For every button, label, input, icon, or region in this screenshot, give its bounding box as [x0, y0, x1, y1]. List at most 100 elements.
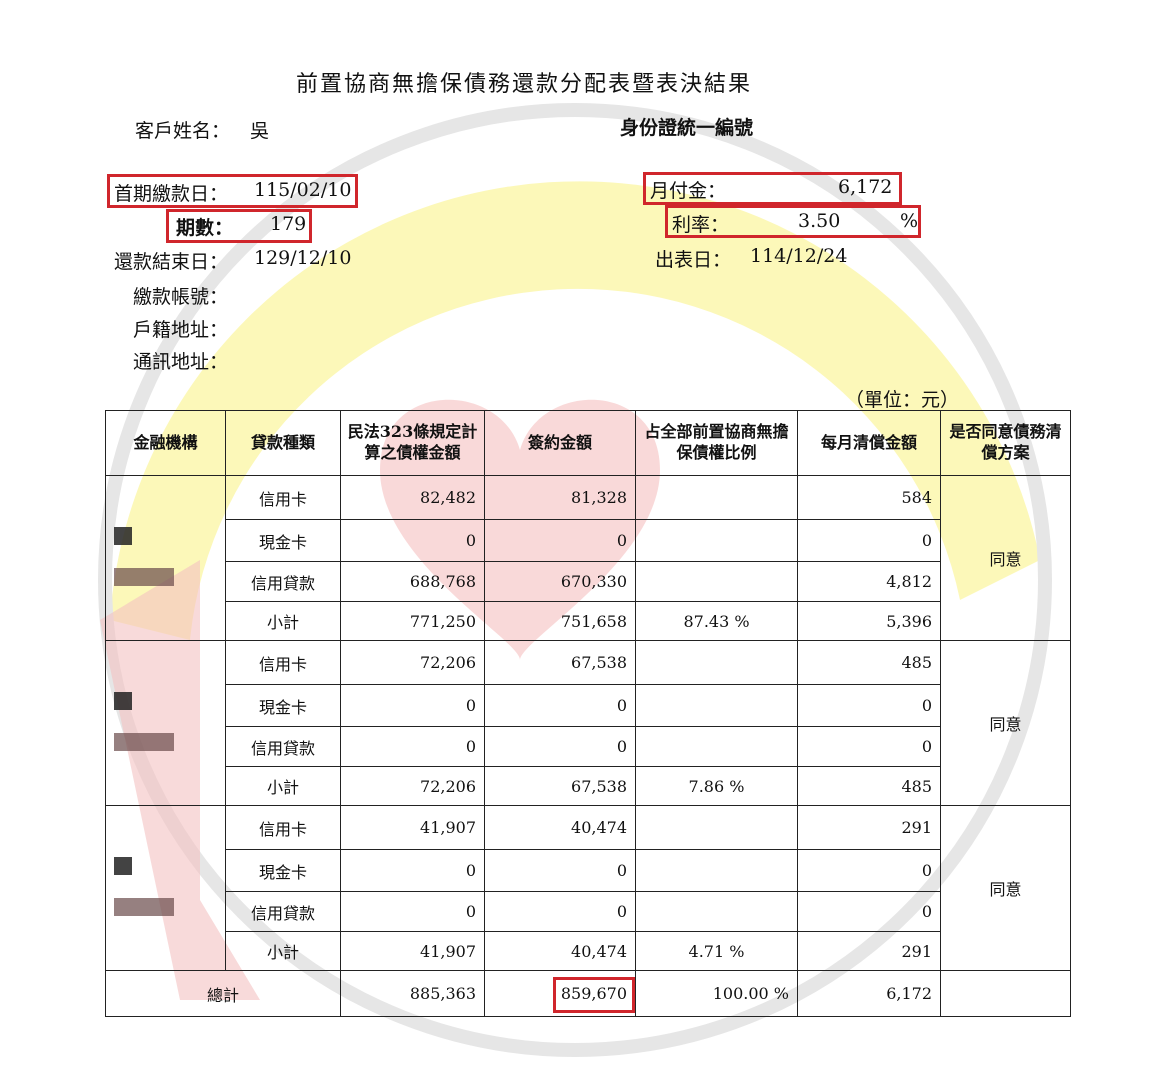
customer-name-label: 客戶姓名：: [135, 120, 231, 142]
monthly-payment: 584: [797, 475, 941, 520]
ratio: [635, 849, 798, 892]
claim-amount: 72,206: [340, 766, 485, 806]
monthly-payment: 0: [797, 726, 941, 767]
table-row: 現金卡 0 0 0: [106, 849, 1071, 892]
issue-date: 114/12/24: [750, 245, 848, 267]
rate-label: 利率：: [672, 214, 730, 236]
rate-unit: %: [900, 210, 919, 232]
issue-date-label: 出表日：: [655, 249, 732, 271]
periods: 179: [270, 213, 307, 235]
redacted-institution: [114, 691, 132, 710]
loan-type: 小計: [225, 601, 341, 641]
loan-type: 信用卡: [225, 475, 341, 520]
claim-amount: 41,907: [340, 931, 485, 971]
ratio: [635, 561, 798, 602]
contract-amount: 40,474: [484, 805, 636, 850]
claim-amount: 41,907: [340, 805, 485, 850]
contract-amount: 0: [484, 519, 636, 562]
table-row: 信用貸款 0 0 0: [106, 726, 1071, 767]
header-claim: 民法323條規定計算之債權金額: [340, 410, 485, 476]
highlight-monthly: [643, 172, 902, 205]
monthly-payment: 485: [797, 640, 941, 685]
total-contract: 859,670: [484, 970, 636, 1017]
first-payment-label: 首期繳款日：: [114, 183, 229, 205]
institution-cell: [105, 805, 226, 971]
ratio: [635, 519, 798, 562]
monthly-label: 月付金：: [650, 180, 727, 202]
table-row: 信用貸款 688,768 670,330 4,812: [106, 561, 1071, 602]
monthly-payment: 0: [797, 684, 941, 727]
contract-amount: 67,538: [484, 640, 636, 685]
loan-type: 信用貸款: [225, 891, 341, 932]
contract-amount: 40,474: [484, 931, 636, 971]
table-row: 小計 771,250 751,658 87.43 % 5,396: [106, 601, 1071, 641]
table-row: 小計 41,907 40,474 4.71 % 291: [106, 931, 1071, 971]
table-header-row: 金融機構 貸款種類 民法323條規定計算之債權金額 簽約金額 占全部前置協商無擔…: [105, 410, 1071, 476]
claim-amount: 0: [340, 891, 485, 932]
loan-type: 信用貸款: [225, 726, 341, 767]
highlight-rate: [665, 205, 921, 238]
monthly-payment: 485: [797, 766, 941, 806]
customer-name: 吳: [250, 120, 270, 142]
claim-amount: 0: [340, 849, 485, 892]
ratio: 87.43 %: [635, 601, 798, 641]
ratio: [635, 805, 798, 850]
institution-cell: [105, 640, 226, 806]
table-row: 信用卡 82,482 81,328 584 同意: [105, 475, 1071, 641]
table-row: 信用貸款 0 0 0: [106, 891, 1071, 932]
total-row: 總計 885,363 859,670 100.00 % 6,172: [105, 970, 1071, 1017]
loan-type: 信用卡: [225, 640, 341, 685]
vote-cell: 同意: [940, 475, 1071, 641]
first-payment: 115/02/10: [254, 179, 352, 201]
highlight-periods: [166, 209, 312, 243]
total-ratio: 100.00 %: [635, 970, 798, 1017]
vote-cell: 同意: [940, 640, 1071, 806]
redacted-institution-name: [114, 567, 174, 586]
monthly-payment: 291: [797, 931, 941, 971]
contract-amount: 0: [484, 891, 636, 932]
redacted-institution: [114, 856, 132, 875]
claim-amount: 0: [340, 726, 485, 767]
institution-cell: [105, 475, 226, 641]
loan-type: 現金卡: [225, 519, 341, 562]
vote-cell: 同意: [940, 805, 1071, 971]
table-row: 信用卡 72,206 67,538 485 同意: [105, 640, 1071, 806]
total-contract-value: 859,670: [560, 984, 627, 1003]
table-row: 現金卡 0 0 0: [106, 519, 1071, 562]
document-title: 前置協商無擔保債務還款分配表暨表決結果: [296, 72, 753, 97]
monthly-payment: 5,396: [797, 601, 941, 641]
claim-amount: 72,206: [340, 640, 485, 685]
total-claim: 885,363: [340, 970, 485, 1017]
loan-type: 現金卡: [225, 849, 341, 892]
table-row: 現金卡 0 0 0: [106, 684, 1071, 727]
header-loan-type: 貸款種類: [225, 410, 341, 476]
ratio: [635, 475, 798, 520]
header-vote: 是否同意債務清償方案: [940, 410, 1071, 476]
claim-amount: 82,482: [340, 475, 485, 520]
ratio: [635, 640, 798, 685]
claim-amount: 0: [340, 684, 485, 727]
ratio: [635, 684, 798, 727]
contract-amount: 670,330: [484, 561, 636, 602]
loan-type: 小計: [225, 931, 341, 971]
highlight-total-contract: [553, 977, 635, 1013]
header-contract: 簽約金額: [484, 410, 636, 476]
total-label: 總計: [105, 970, 341, 1017]
id-label: 身份證統一編號: [620, 117, 754, 139]
ratio: [635, 726, 798, 767]
redacted-institution-name: [114, 732, 174, 751]
ratio: [635, 891, 798, 932]
claim-amount: 0: [340, 519, 485, 562]
monthly-amount: 6,172: [838, 176, 893, 198]
household-address-label: 戶籍地址：: [133, 319, 229, 341]
mailing-address-label: 通訊地址：: [133, 351, 229, 373]
end-date-label: 還款結束日：: [114, 251, 229, 273]
contract-amount: 67,538: [484, 766, 636, 806]
loan-type: 信用卡: [225, 805, 341, 850]
monthly-payment: 291: [797, 805, 941, 850]
monthly-payment: 0: [797, 849, 941, 892]
total-monthly: 6,172: [797, 970, 941, 1017]
rate: 3.50: [798, 210, 841, 232]
unit-note: （單位：元）: [845, 389, 960, 411]
loan-type: 信用貸款: [225, 561, 341, 602]
